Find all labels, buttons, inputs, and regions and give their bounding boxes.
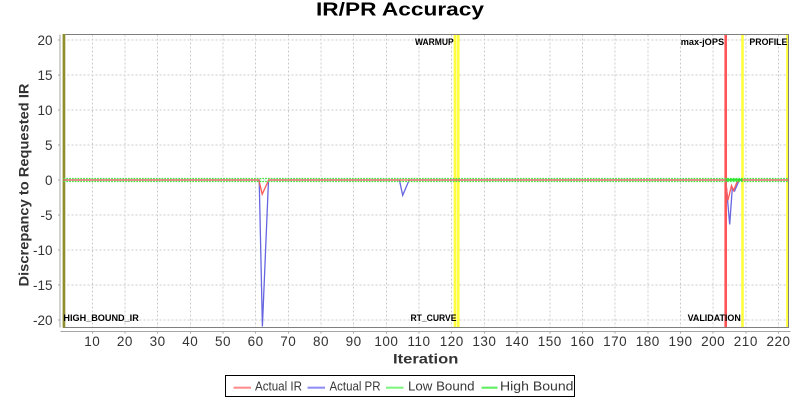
svg-text:-5: -5 bbox=[40, 208, 52, 223]
svg-text:40: 40 bbox=[182, 334, 198, 349]
svg-text:High Bound: High Bound bbox=[500, 378, 574, 393]
svg-text:WARMUP: WARMUP bbox=[415, 37, 454, 48]
svg-text:max-jOPS: max-jOPS bbox=[681, 37, 724, 48]
svg-text:Actual PR: Actual PR bbox=[330, 378, 381, 393]
svg-text:140: 140 bbox=[505, 334, 529, 349]
svg-text:70: 70 bbox=[280, 334, 296, 349]
svg-text:-10: -10 bbox=[33, 243, 53, 258]
svg-text:210: 210 bbox=[734, 334, 758, 349]
svg-text:20: 20 bbox=[37, 33, 52, 48]
svg-text:120: 120 bbox=[440, 334, 464, 349]
svg-text:0: 0 bbox=[45, 173, 53, 188]
svg-text:5: 5 bbox=[45, 138, 53, 153]
svg-text:30: 30 bbox=[150, 334, 166, 349]
svg-text:180: 180 bbox=[636, 334, 660, 349]
svg-text:HIGH_BOUND_IR: HIGH_BOUND_IR bbox=[63, 313, 139, 324]
svg-text:20: 20 bbox=[117, 334, 133, 349]
svg-text:110: 110 bbox=[408, 334, 431, 349]
svg-text:80: 80 bbox=[313, 334, 329, 349]
svg-text:50: 50 bbox=[215, 334, 231, 349]
svg-text:VALIDATION: VALIDATION bbox=[688, 313, 741, 324]
svg-text:190: 190 bbox=[668, 334, 692, 349]
svg-text:PROFILE: PROFILE bbox=[749, 37, 787, 48]
svg-text:-20: -20 bbox=[33, 313, 53, 328]
svg-text:130: 130 bbox=[472, 334, 496, 349]
svg-text:200: 200 bbox=[701, 334, 725, 349]
svg-text:15: 15 bbox=[37, 68, 52, 83]
svg-text:RT_CURVE: RT_CURVE bbox=[411, 313, 457, 324]
svg-text:Discrepancy to Requested IR: Discrepancy to Requested IR bbox=[17, 83, 32, 286]
svg-text:160: 160 bbox=[570, 334, 594, 349]
svg-text:Low Bound: Low Bound bbox=[408, 378, 475, 393]
svg-text:220: 220 bbox=[766, 334, 790, 349]
svg-text:Actual IR: Actual IR bbox=[255, 378, 302, 393]
svg-text:10: 10 bbox=[37, 103, 52, 118]
svg-text:IR/PR Accuracy: IR/PR Accuracy bbox=[316, 0, 484, 19]
svg-text:90: 90 bbox=[346, 334, 362, 349]
svg-text:100: 100 bbox=[374, 334, 398, 349]
svg-text:10: 10 bbox=[84, 334, 100, 349]
svg-text:150: 150 bbox=[538, 334, 562, 349]
svg-text:Iteration: Iteration bbox=[393, 352, 458, 367]
svg-text:170: 170 bbox=[603, 334, 627, 349]
svg-text:-15: -15 bbox=[33, 278, 53, 293]
svg-text:60: 60 bbox=[248, 334, 264, 349]
